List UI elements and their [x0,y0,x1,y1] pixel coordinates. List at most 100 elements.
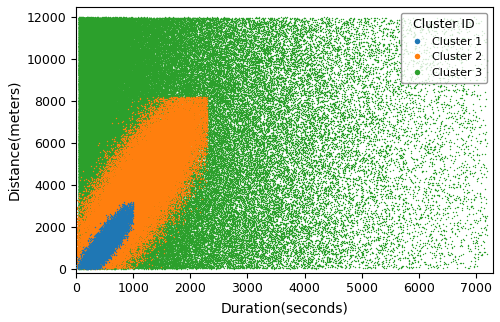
Point [158,167,166,173]
Point [171,161,179,166]
Point [102,255,110,260]
Point [86,226,94,231]
Point [86,262,94,267]
Point [111,76,119,81]
Point [269,67,277,72]
Point [138,193,145,198]
Point [108,230,116,235]
Point [129,155,137,160]
Point [86,167,94,172]
Point [92,182,100,187]
Point [81,202,89,207]
Point [106,226,114,231]
Point [86,98,94,103]
Point [76,54,84,59]
Point [110,151,118,156]
Point [156,126,164,131]
Point [159,128,167,133]
Point [198,100,206,105]
Point [82,245,90,250]
Point [108,54,116,59]
Point [292,28,300,33]
Point [168,140,175,145]
Point [138,176,146,181]
Point [100,248,108,253]
Point [365,70,373,75]
Point [208,259,216,264]
Point [158,208,166,213]
Point [115,255,123,260]
Point [104,240,112,245]
Point [100,90,108,95]
Point [100,70,108,75]
Point [146,211,154,216]
Point [100,192,108,197]
Point [114,233,122,238]
Point [103,234,111,239]
Point [106,35,114,40]
Point [211,21,219,26]
Point [160,127,168,132]
Point [158,162,166,167]
Point [123,258,131,263]
Point [110,135,118,140]
Point [113,243,121,248]
Point [169,53,177,58]
Point [86,49,94,54]
Point [392,162,400,167]
Point [130,260,138,265]
Point [130,129,138,134]
Point [82,24,90,30]
Point [206,24,214,29]
Point [96,260,104,265]
Point [76,54,84,59]
Point [122,221,130,226]
Point [117,240,125,245]
Point [98,242,106,248]
Point [115,203,123,208]
Point [152,129,160,134]
Point [129,28,137,33]
Point [158,166,166,171]
Point [80,116,88,121]
Point [87,70,95,75]
Point [230,32,237,37]
Point [144,121,152,126]
Point [90,266,98,271]
Point [116,209,124,214]
Point [217,87,225,92]
Point [404,218,412,223]
Point [184,119,192,124]
Point [132,198,140,203]
Point [125,98,133,103]
Point [118,52,126,57]
Point [122,142,130,147]
Point [100,177,108,182]
Point [111,232,119,237]
Point [118,83,126,88]
Point [132,175,140,181]
Point [192,254,200,260]
Point [97,108,105,113]
Point [225,126,233,131]
Point [80,74,88,79]
Point [186,117,194,122]
Point [76,229,84,234]
Point [135,191,143,196]
Point [106,78,114,83]
Point [232,142,240,147]
Point [111,200,119,205]
Point [86,145,94,150]
Point [102,41,110,46]
Point [115,118,123,123]
Point [219,248,227,253]
Point [228,247,236,252]
Point [109,144,117,149]
Point [116,40,124,45]
Point [250,236,258,242]
Point [96,253,104,258]
Point [92,220,100,225]
Point [130,254,138,259]
Point [105,188,113,193]
Point [98,247,106,252]
